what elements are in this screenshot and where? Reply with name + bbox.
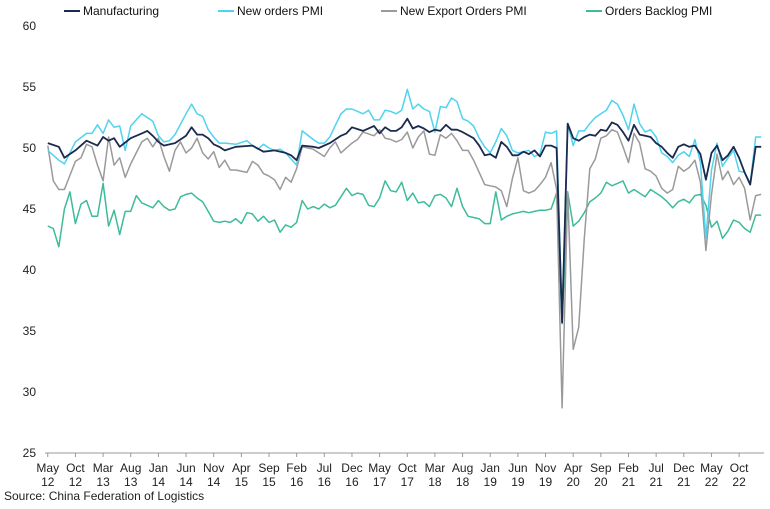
legend: Manufacturing New orders PMI New Export … bbox=[64, 4, 712, 18]
y-tick-label: 35 bbox=[23, 324, 37, 338]
legend-label-orders-backlog: Orders Backlog PMI bbox=[605, 4, 712, 18]
series-orders-backlog bbox=[47, 180, 762, 325]
x-tick-label: May 12 bbox=[36, 461, 59, 489]
y-tick-label: 55 bbox=[23, 80, 37, 94]
y-tick-label: 30 bbox=[23, 385, 37, 399]
legend-item-new-export-orders: New Export Orders PMI bbox=[381, 4, 527, 18]
x-tick-label: Aug 18 bbox=[452, 461, 473, 489]
x-tick-label: Nov 19 bbox=[535, 461, 556, 489]
x-axis: May 12 Oct 12 Mar 13 Aug 13 Jan 14 Jun 14 Nov 14 Apr 15… bbox=[36, 453, 749, 489]
x-tick-label: Dec 16 bbox=[341, 461, 362, 489]
x-tick-label: Sep 15 bbox=[258, 461, 280, 489]
x-tick-label: Sep 20 bbox=[590, 461, 612, 489]
x-tick-label: Apr 15 bbox=[232, 461, 251, 489]
y-tick-label: 25 bbox=[23, 446, 37, 460]
y-tick-label: 40 bbox=[23, 263, 37, 277]
source-note: Source: China Federation of Logistics bbox=[4, 489, 204, 503]
y-tick-label: 45 bbox=[23, 202, 37, 216]
x-tick-label: May 22 bbox=[700, 461, 723, 489]
x-tick-label: Jun 14 bbox=[176, 461, 195, 489]
x-tick-label: Oct 12 bbox=[66, 461, 85, 489]
x-tick-label: May 17 bbox=[368, 461, 391, 489]
x-tick-label: Jul 16 bbox=[317, 461, 332, 489]
x-tick-label: Aug 13 bbox=[120, 461, 141, 489]
y-tick-label: 60 bbox=[23, 19, 37, 33]
x-tick-label: Jul 21 bbox=[648, 461, 663, 489]
series-new-orders bbox=[47, 88, 762, 321]
x-tick-label: Jan 14 bbox=[149, 461, 168, 489]
y-axis: 25 30 35 40 45 50 55 60 bbox=[23, 19, 37, 460]
legend-label-new-orders: New orders PMI bbox=[237, 4, 323, 18]
legend-label-manufacturing: Manufacturing bbox=[83, 4, 159, 18]
y-tick-label: 50 bbox=[23, 141, 37, 155]
x-tick-label: Jun 19 bbox=[508, 461, 527, 489]
x-tick-label: Apr 20 bbox=[564, 461, 583, 489]
x-tick-label: Mar 13 bbox=[93, 461, 114, 489]
x-tick-label: Mar 18 bbox=[425, 461, 446, 489]
legend-item-orders-backlog: Orders Backlog PMI bbox=[586, 4, 712, 18]
x-tick-label: Jan 19 bbox=[481, 461, 500, 489]
series-layer bbox=[47, 88, 762, 409]
series-manufacturing bbox=[47, 117, 762, 324]
series-new-export-orders bbox=[47, 128, 762, 409]
x-tick-label: Oct 22 bbox=[730, 461, 749, 489]
x-tick-label: Feb 16 bbox=[286, 461, 307, 489]
legend-label-new-export-orders: New Export Orders PMI bbox=[400, 4, 527, 18]
x-tick-label: Nov 14 bbox=[203, 461, 224, 489]
x-tick-label: Feb 21 bbox=[618, 461, 639, 489]
legend-item-manufacturing: Manufacturing bbox=[64, 4, 159, 18]
legend-item-new-orders: New orders PMI bbox=[218, 4, 323, 18]
x-tick-label: Oct 17 bbox=[398, 461, 417, 489]
x-tick-label: Dec 21 bbox=[673, 461, 694, 489]
